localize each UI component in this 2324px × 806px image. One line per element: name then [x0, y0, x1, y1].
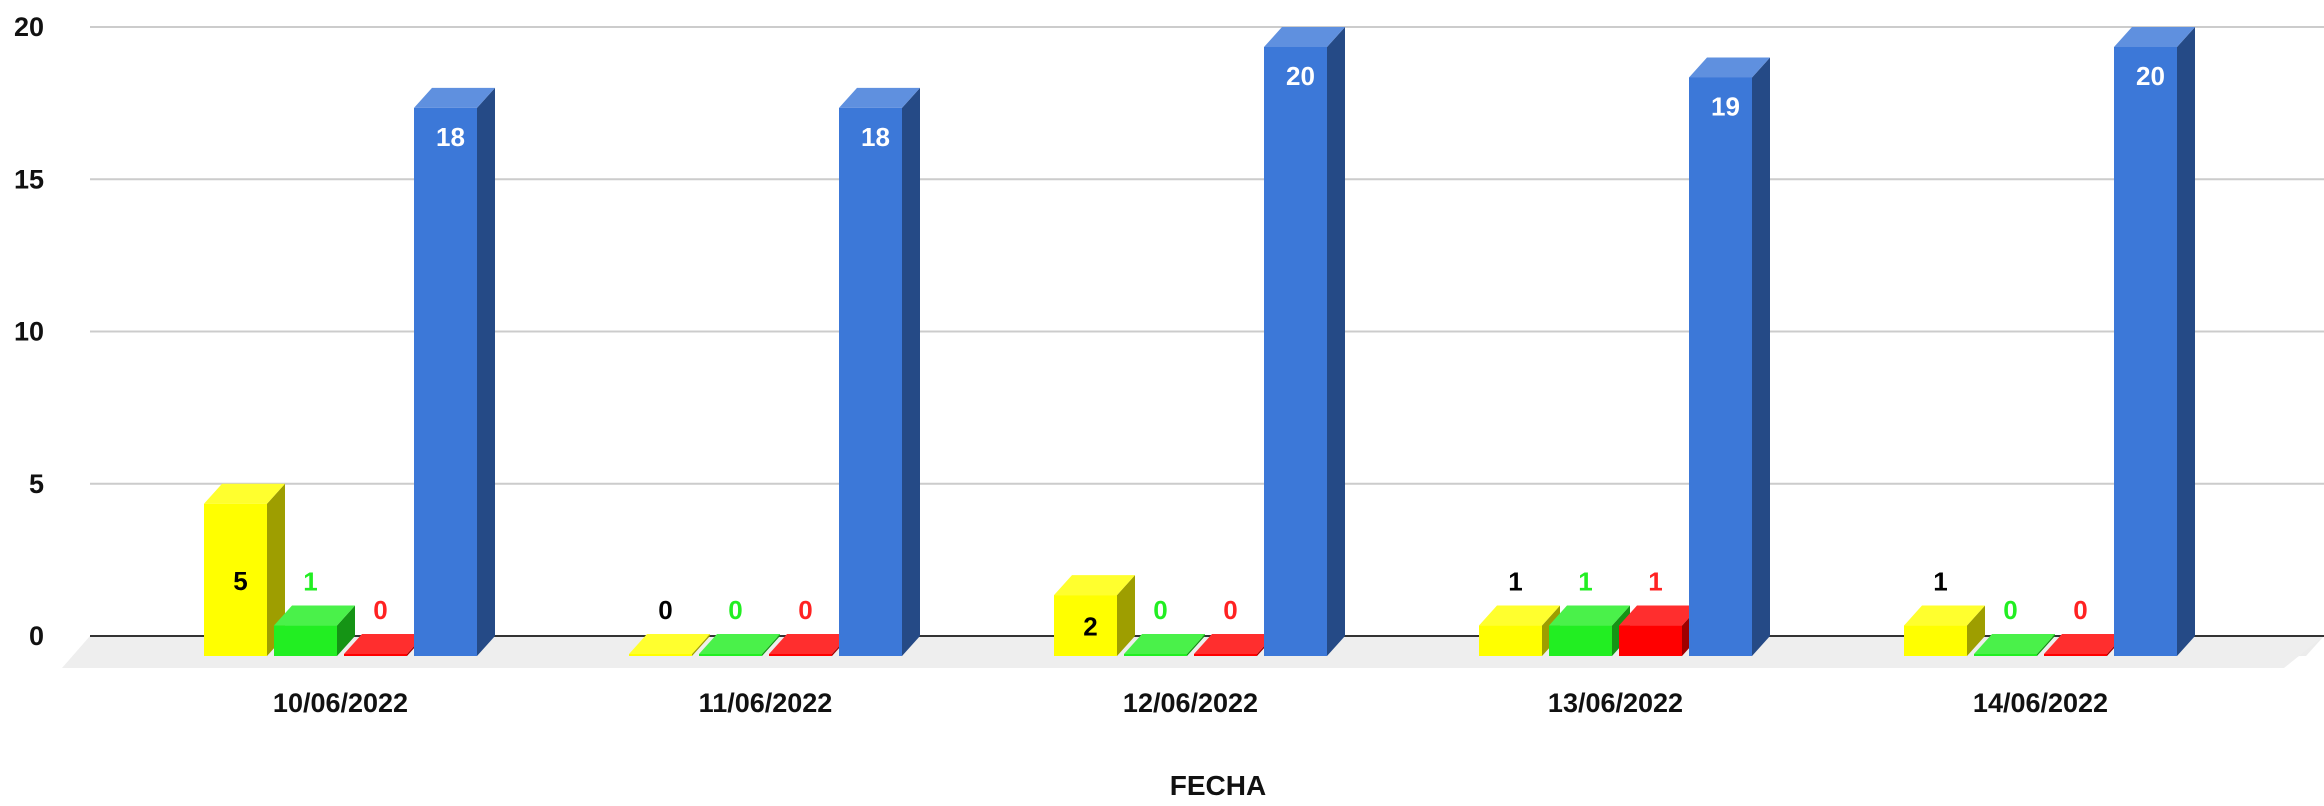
bar-side [1752, 57, 1770, 656]
bar-top [1974, 634, 2055, 654]
y-tick-label: 15 [14, 164, 44, 194]
data-label: 0 [2003, 595, 2017, 625]
bar-top [699, 634, 780, 654]
bar-top [414, 87, 495, 108]
bar-side [692, 634, 710, 656]
bar [414, 107, 477, 656]
bar [1904, 625, 1967, 656]
x-tick-label: 13/06/2022 [1548, 688, 1683, 718]
data-label: 0 [658, 595, 672, 625]
bar-top [344, 634, 425, 654]
bar-top [839, 87, 920, 108]
bar [2114, 47, 2177, 656]
bar-side [337, 605, 355, 656]
bar [204, 503, 267, 656]
bar-top [204, 483, 285, 504]
bar [839, 107, 902, 656]
bar [344, 654, 407, 656]
data-label: 19 [1711, 91, 1740, 121]
data-label: 1 [303, 567, 317, 597]
y-axis-ticks: 0 5 10 15 20 [14, 12, 44, 651]
bar-top [1619, 605, 1700, 626]
x-tick-label: 11/06/2022 [699, 688, 833, 718]
data-label: 20 [1286, 61, 1315, 91]
bars [204, 27, 2195, 656]
data-label: 5 [233, 566, 247, 596]
bar [1689, 77, 1752, 656]
y-tick-label: 20 [14, 12, 44, 42]
bar [769, 654, 832, 656]
bar [1974, 654, 2037, 656]
data-label: 0 [1223, 595, 1237, 625]
y-tick-label: 5 [29, 469, 44, 499]
data-label: 1 [1578, 567, 1592, 597]
bar [699, 654, 762, 656]
x-axis-ticks: 10/06/2022 11/06/2022 12/06/2022 13/06/2022… [273, 688, 2108, 718]
bar-top [1054, 575, 1135, 596]
x-tick-label: 12/06/2022 [1123, 688, 1258, 718]
data-label: 18 [861, 122, 890, 152]
bar-top [629, 634, 710, 654]
bar-top [2044, 634, 2125, 654]
data-label: 0 [1153, 595, 1167, 625]
data-label: 1 [1648, 567, 1662, 597]
bar [1549, 625, 1612, 656]
bar-top [1264, 27, 1345, 47]
bar [274, 625, 337, 656]
bar [2044, 654, 2107, 656]
bar-side [902, 87, 920, 656]
data-label: 1 [1933, 567, 1947, 597]
bar [1619, 625, 1682, 656]
data-label: 18 [436, 122, 465, 152]
bar-top [1904, 605, 1985, 626]
bar-top [1479, 605, 1560, 626]
data-label: 0 [798, 595, 812, 625]
bar-top [769, 634, 850, 654]
bar [1479, 625, 1542, 656]
bar [1194, 654, 1257, 656]
x-tick-label: 10/06/2022 [273, 688, 408, 718]
data-label: 1 [1508, 567, 1522, 597]
data-label: 0 [2073, 595, 2087, 625]
bar-top [1194, 634, 1275, 654]
bar-side [1117, 575, 1135, 656]
bar-side [2177, 27, 2195, 656]
data-label: 0 [373, 595, 387, 625]
bar-top [2114, 27, 2195, 47]
bar-side [1327, 27, 1345, 656]
bar [629, 654, 692, 656]
bar-side [1187, 634, 1205, 656]
data-label: 20 [2136, 61, 2165, 91]
data-label: 2 [1083, 612, 1097, 642]
data-label: 0 [728, 595, 742, 625]
bar [1264, 47, 1327, 656]
y-tick-label: 0 [29, 621, 44, 651]
bar-top [1689, 57, 1770, 78]
bar [1054, 595, 1117, 656]
y-tick-label: 10 [14, 317, 44, 347]
bar-side [762, 634, 780, 656]
x-tick-label: 14/06/2022 [1973, 688, 2108, 718]
x-axis-title: FECHA [1170, 770, 1266, 801]
bar-side [267, 483, 285, 656]
bar-side [2037, 634, 2055, 656]
bar-top [1124, 634, 1205, 654]
bar-side [1967, 605, 1985, 656]
bar-top [274, 605, 355, 626]
bar-side [477, 87, 495, 656]
bar [1124, 654, 1187, 656]
bar-top [1549, 605, 1630, 626]
